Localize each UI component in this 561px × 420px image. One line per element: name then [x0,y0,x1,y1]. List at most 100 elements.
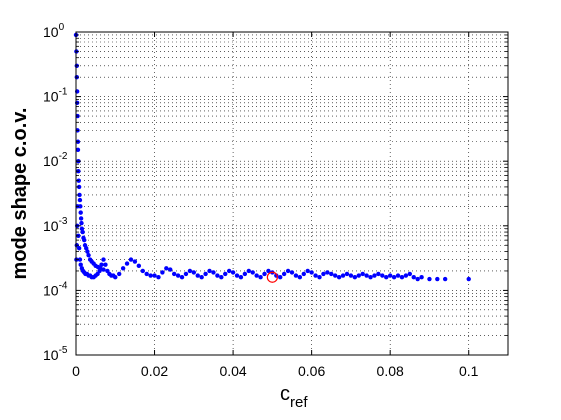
data-point [372,273,377,278]
data-point [219,275,224,280]
y-tick-label-base: 10 [43,89,59,105]
data-point [128,257,134,262]
data-point [76,184,82,190]
y-tick-label: 10-2 [43,151,68,169]
data-point [403,273,409,278]
highlight-marker [266,271,278,283]
data-point [136,263,142,269]
x-tick-label: 0 [72,363,80,379]
data-point [226,268,232,274]
data-point [278,275,283,280]
x-axis-ticks: 0 0.02 0.04 0.06 0.08 0.1 [72,32,479,379]
data-point [415,276,420,282]
data-point [301,271,306,277]
data-point [86,253,91,258]
data-point [262,271,267,277]
data-point [466,276,471,282]
data-point [242,271,248,277]
data-point [168,267,173,272]
data-point [75,147,81,153]
data-point [427,276,432,282]
y-tick-label-base: 10 [43,218,59,234]
data-point [171,271,177,277]
data-point [309,270,314,275]
data-point [407,271,413,277]
data-point [384,275,389,280]
y-tick-label-exponent: -5 [59,345,68,356]
data-point [203,271,208,277]
data-point [140,268,145,274]
data-point [387,273,393,278]
data-point [199,275,204,280]
y-tick-label: 100 [43,22,65,40]
data-point [254,273,259,278]
data-point [442,276,448,282]
data-point [391,275,397,280]
data-point [329,271,334,277]
data-point [103,262,108,267]
data-point [305,268,310,274]
data-point [293,273,299,278]
data-point [117,271,122,277]
data-point [223,271,228,277]
data-point [191,270,197,275]
data-point [120,266,126,271]
y-tick-label-base: 10 [43,347,59,363]
data-point [419,275,424,280]
data-point [124,261,130,266]
y-tick-label-exponent: -1 [59,87,68,98]
y-tick-label: 10-5 [43,345,68,363]
data-point [317,275,322,280]
x-tick-label: 0.04 [219,363,246,379]
data-point [352,275,358,280]
data-point [395,273,401,278]
data-point [348,273,354,278]
data-point [77,197,83,203]
data-point [246,268,251,274]
data-point [289,270,295,275]
x-tick-label: 0.08 [377,363,404,379]
data-point [78,216,84,221]
data-point [152,273,157,278]
data-point [344,271,350,277]
data-point [85,249,90,254]
y-tick-label-base: 10 [43,153,59,169]
data-point [340,273,346,278]
data-point [195,273,200,278]
data-point [336,275,342,280]
x-tick-label: 0.06 [298,363,325,379]
y-axis-label: mode shape c.o.v. [9,108,31,280]
y-tick-label-base: 10 [43,282,59,298]
data-point [175,273,181,278]
data-point [376,271,381,277]
data-point [435,276,440,282]
data-point [399,275,405,280]
data-point [80,229,85,235]
data-point [321,271,326,277]
data-point [76,246,82,251]
data-point [183,271,189,277]
data-point [156,275,161,280]
data-point [79,226,85,231]
y-tick-label-base: 10 [43,24,59,40]
data-point [187,268,193,274]
data-point [258,275,263,280]
data-point [144,271,149,277]
data-point [113,275,118,280]
data-point [325,270,330,275]
x-axis-label: cref [280,383,308,411]
data-point [411,275,416,280]
data-point [97,268,102,274]
y-tick-label: 10-1 [43,87,68,105]
data-point [297,275,303,280]
data-point [266,268,271,274]
x-axis-label-main: c [280,383,290,405]
data-point [285,268,291,274]
data-point [101,257,106,262]
data-point [179,275,185,280]
data-point [78,210,83,215]
data-point [333,273,338,278]
data-point [360,271,365,277]
data-point [250,270,255,275]
